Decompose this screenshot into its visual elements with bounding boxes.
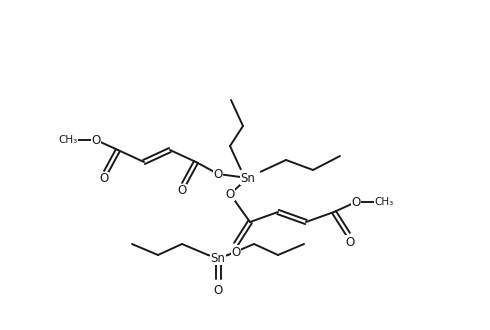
Text: O: O <box>213 168 222 181</box>
Text: Sn: Sn <box>211 251 225 265</box>
Text: O: O <box>225 187 235 201</box>
Text: CH₃: CH₃ <box>58 135 77 145</box>
Text: CH₃: CH₃ <box>374 197 393 207</box>
Text: O: O <box>345 236 355 248</box>
Text: O: O <box>231 246 241 258</box>
Text: O: O <box>91 134 100 147</box>
Text: Sn: Sn <box>241 172 255 184</box>
Text: O: O <box>99 173 109 185</box>
Text: O: O <box>177 184 187 197</box>
Text: O: O <box>351 195 361 209</box>
Text: O: O <box>213 284 222 298</box>
